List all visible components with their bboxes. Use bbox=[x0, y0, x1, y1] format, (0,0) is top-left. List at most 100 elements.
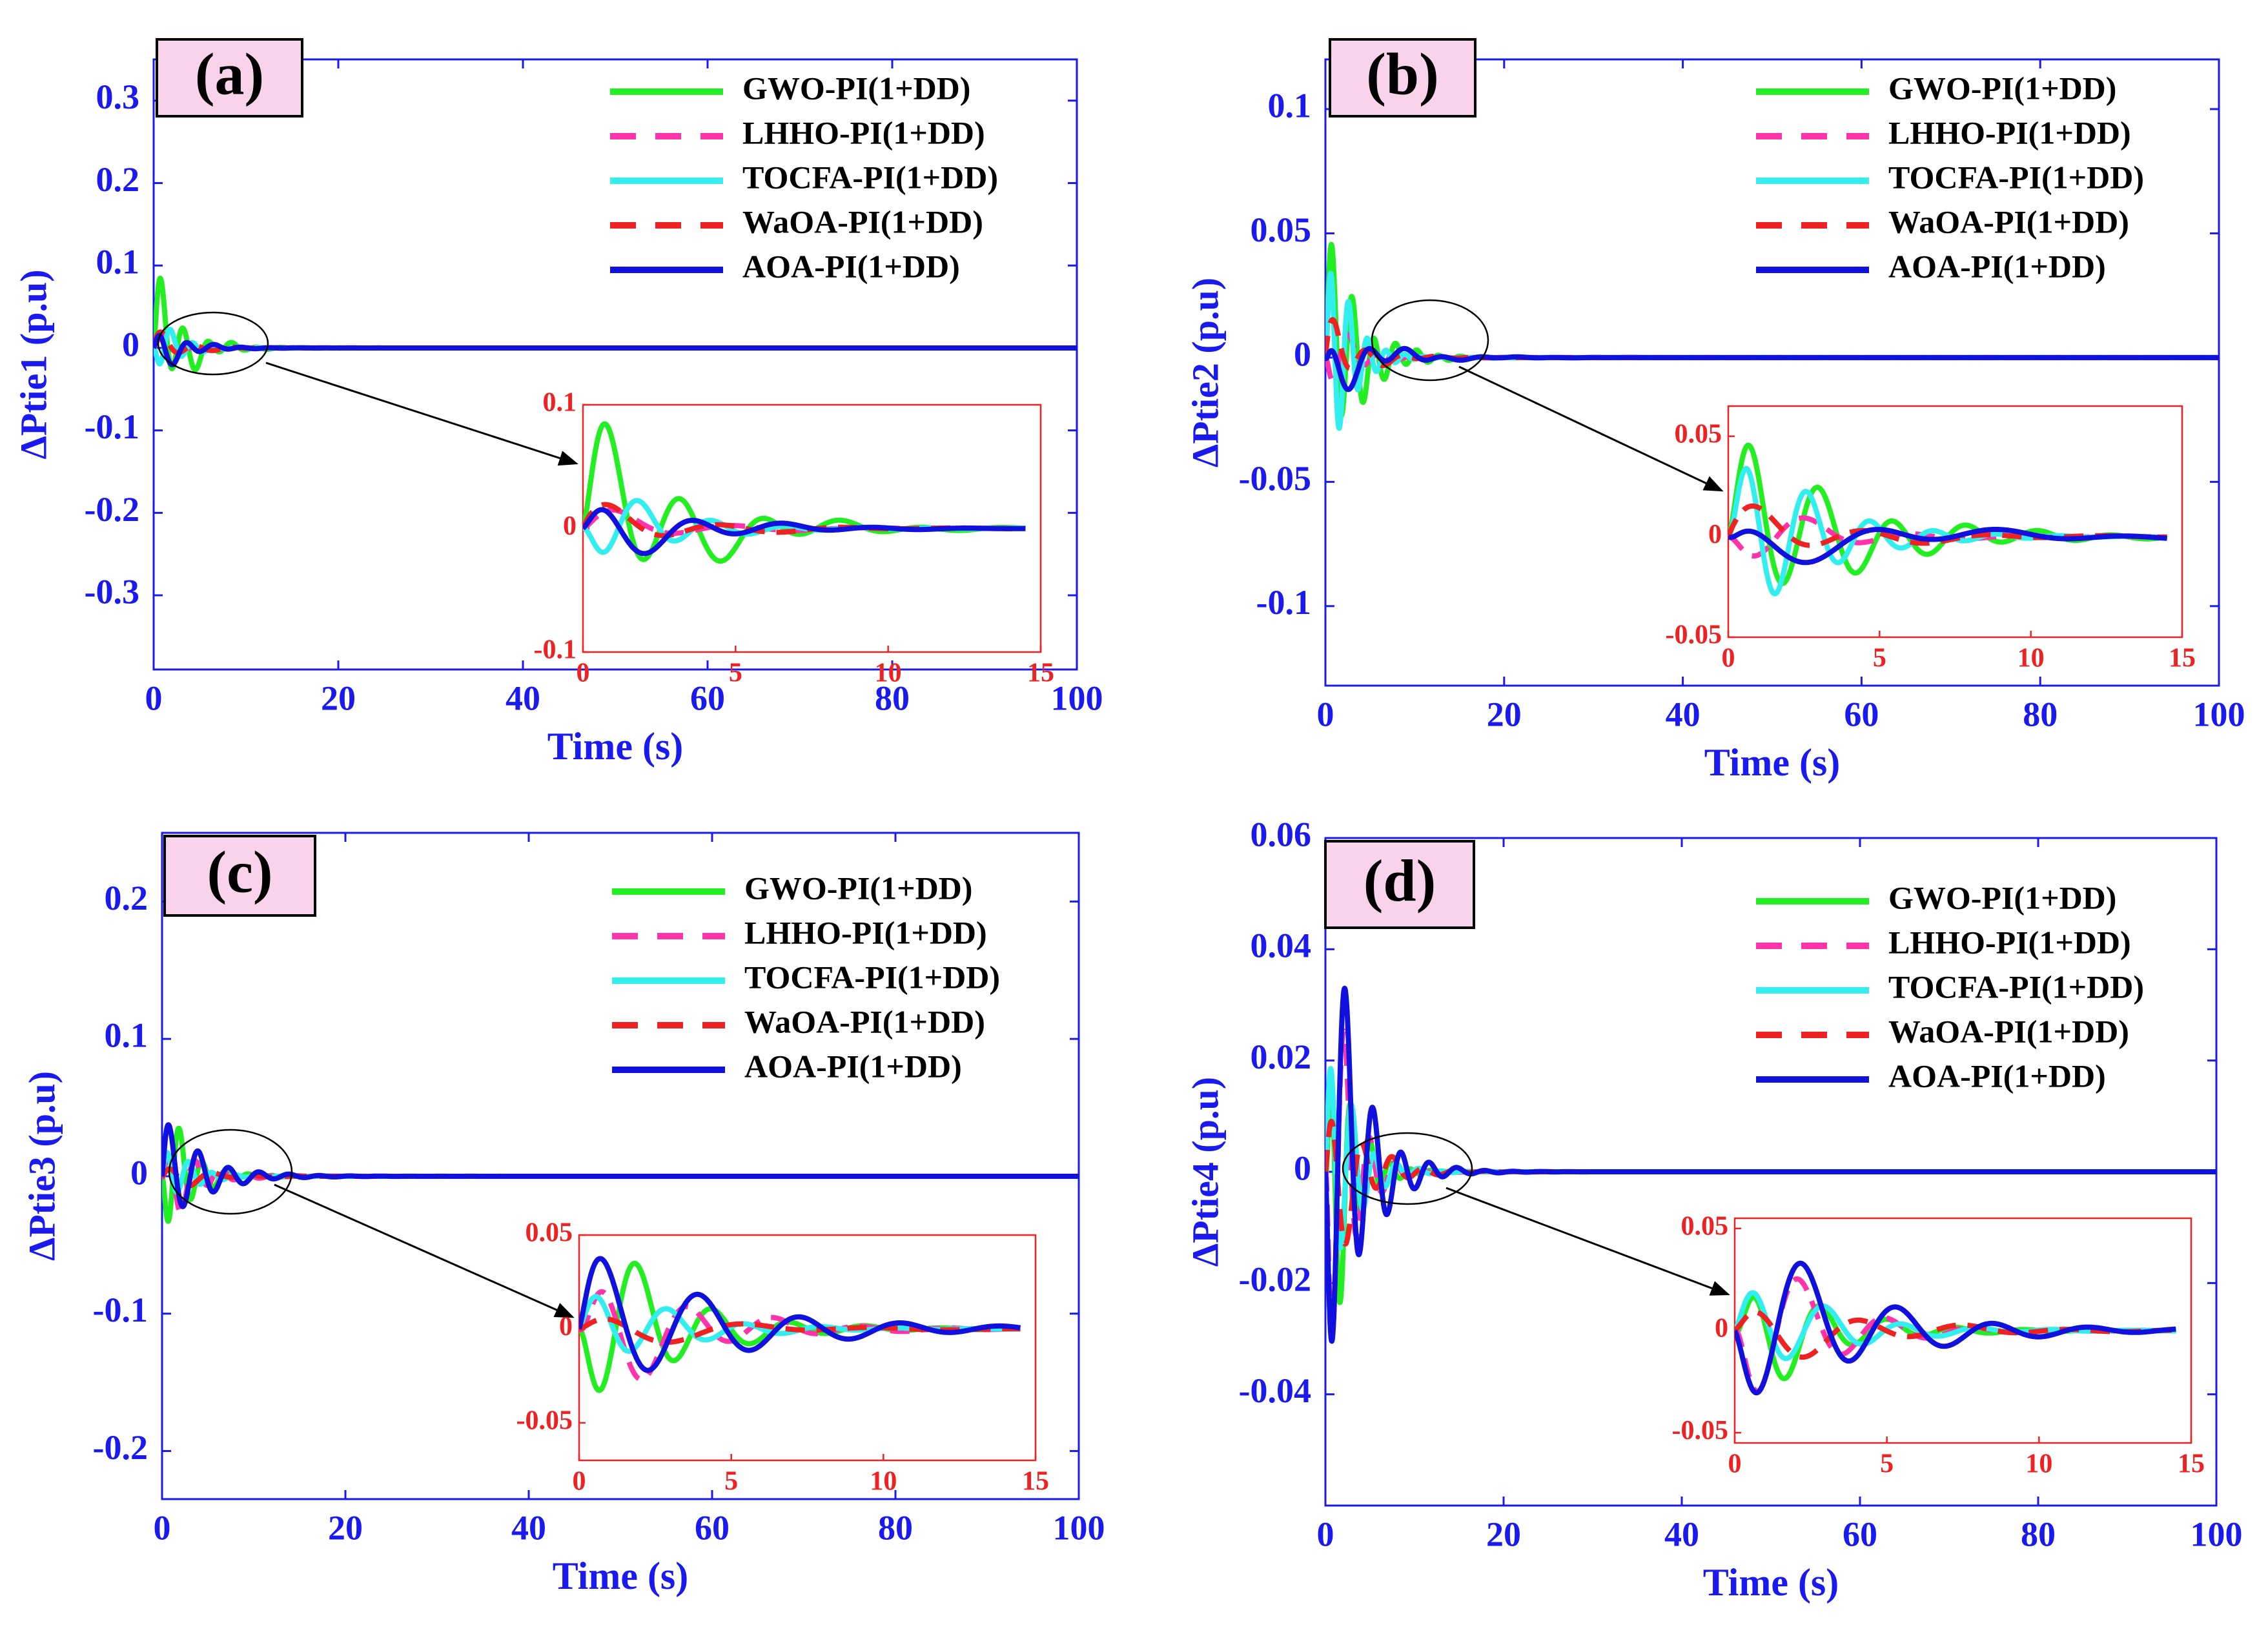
zoom-ellipse bbox=[157, 311, 269, 376]
legend-label: TOCFA-PI(1+DD) bbox=[1888, 968, 2144, 1005]
inset-y-tick-label: 0 bbox=[1715, 1314, 1728, 1344]
chart-panel-3: 0 20 40 60 80 100-0.04-0.0200.020.040.06Time … bbox=[1184, 815, 2242, 1603]
y-tick-label: -0.04 bbox=[1239, 1371, 1311, 1410]
y-tick-label: -0.2 bbox=[93, 1428, 148, 1467]
legend-label: GWO-PI(1+DD) bbox=[742, 70, 970, 106]
x-tick-label: 100 bbox=[1051, 679, 1103, 717]
y-tick-label: 0.1 bbox=[1268, 86, 1312, 125]
y-tick-label: -0.3 bbox=[85, 572, 139, 611]
inset-y-tick-label: 0 bbox=[563, 511, 577, 541]
x-axis-title: Time (s) bbox=[553, 1555, 689, 1597]
y-tick-label: 0.05 bbox=[1251, 210, 1312, 249]
y-tick-label: 0 bbox=[130, 1153, 148, 1192]
x-axis-title: Time (s) bbox=[547, 725, 684, 768]
x-tick-label: 60 bbox=[690, 679, 725, 717]
x-tick-label: 100 bbox=[1053, 1508, 1105, 1547]
inset-x-tick-label: 0 bbox=[577, 659, 590, 688]
y-axis-title: ΔPtie4 (p.u) bbox=[1184, 1077, 1226, 1267]
x-tick-label: 20 bbox=[321, 679, 356, 717]
inset-series-line-aoa bbox=[1728, 527, 2169, 566]
x-tick-label: 80 bbox=[875, 679, 910, 717]
inset-x-tick-label: 15 bbox=[2178, 1449, 2205, 1479]
inset-series-group bbox=[583, 421, 1028, 564]
series-line-aoa bbox=[1325, 985, 2216, 1344]
inset-y-tick-label: -0.05 bbox=[1672, 1416, 1729, 1446]
panel-label-box bbox=[163, 835, 316, 917]
zoom-arrow bbox=[1458, 365, 1724, 492]
x-tick-label: 0 bbox=[1317, 1515, 1334, 1553]
legend-label: GWO-PI(1+DD) bbox=[1888, 70, 2116, 106]
series-line-aoa bbox=[162, 1122, 1079, 1209]
legend-label: WaOA-PI(1+DD) bbox=[1888, 1013, 2129, 1049]
y-axis-title: ΔPtie2 (p.u) bbox=[1184, 278, 1226, 467]
panel-label-box bbox=[1324, 840, 1475, 929]
x-tick-label: 20 bbox=[1486, 1515, 1521, 1553]
inset-series-group bbox=[1728, 442, 2169, 597]
y-axis-title: ΔPtie1 (p.u) bbox=[12, 269, 54, 459]
y-tick-label: 0.06 bbox=[1251, 815, 1312, 853]
x-tick-label: 60 bbox=[1844, 695, 1879, 733]
legend-label: AOA-PI(1+DD) bbox=[744, 1048, 962, 1084]
y-tick-label: -0.02 bbox=[1239, 1260, 1311, 1299]
inset-x-tick-label: 15 bbox=[1022, 1467, 1049, 1497]
x-tick-label: 80 bbox=[878, 1508, 913, 1547]
inset-series-line-aoa bbox=[579, 1256, 1023, 1373]
y-tick-label: 0.1 bbox=[96, 243, 140, 281]
legend-label: WaOA-PI(1+DD) bbox=[744, 1003, 985, 1039]
inset-x-tick-label: 5 bbox=[729, 659, 742, 688]
inset-series-line-waoa bbox=[1735, 1309, 2178, 1360]
inset-y-tick-label: 0.05 bbox=[1675, 419, 1722, 449]
x-tick-label: 20 bbox=[1487, 695, 1522, 733]
x-tick-label: 40 bbox=[506, 679, 540, 717]
inset-y-tick-label: 0.1 bbox=[543, 388, 577, 418]
panel-label-box bbox=[156, 38, 303, 118]
series-line-aoa bbox=[1325, 345, 2219, 393]
inset-series-line-aoa bbox=[583, 507, 1028, 557]
inset-x-tick-label: 0 bbox=[1728, 1449, 1742, 1479]
y-tick-label: 0.3 bbox=[96, 77, 140, 116]
legend-label: TOCFA-PI(1+DD) bbox=[744, 959, 1000, 995]
inset-series-line-aoa bbox=[1735, 1260, 2178, 1396]
y-tick-label: 0 bbox=[1294, 334, 1311, 373]
inset-x-tick-label: 0 bbox=[573, 1467, 586, 1497]
x-tick-label: 80 bbox=[2023, 695, 2058, 733]
legend-label: WaOA-PI(1+DD) bbox=[1888, 203, 2129, 240]
x-tick-label: 40 bbox=[1666, 695, 1701, 733]
x-tick-label: 100 bbox=[2193, 695, 2245, 733]
legend-label: GWO-PI(1+DD) bbox=[744, 870, 972, 906]
inset-frame bbox=[578, 1234, 1037, 1462]
x-tick-label: 40 bbox=[511, 1508, 546, 1547]
legend-label: TOCFA-PI(1+DD) bbox=[742, 159, 998, 195]
inset-series-line-waoa bbox=[583, 502, 1028, 538]
inset-plot: 0 5 10 15-0.100.1 bbox=[534, 388, 1055, 688]
y-tick-label: -0.1 bbox=[1256, 583, 1311, 622]
y-tick-label: -0.1 bbox=[93, 1291, 148, 1329]
legend-label: GWO-PI(1+DD) bbox=[1888, 879, 2116, 915]
inset-x-tick-label: 5 bbox=[724, 1467, 738, 1497]
legend-label: LHHO-PI(1+DD) bbox=[742, 114, 985, 150]
legend-label: AOA-PI(1+DD) bbox=[1888, 1058, 2106, 1094]
legend-label: TOCFA-PI(1+DD) bbox=[1888, 159, 2144, 195]
legend-label: LHHO-PI(1+DD) bbox=[744, 914, 987, 950]
inset-x-tick-label: 0 bbox=[1722, 644, 1735, 673]
inset-series-group bbox=[1735, 1260, 2178, 1396]
inset-x-tick-label: 15 bbox=[1027, 659, 1054, 688]
inset-x-tick-label: 10 bbox=[875, 659, 902, 688]
series-line-aoa bbox=[154, 332, 1077, 367]
x-tick-label: 0 bbox=[145, 679, 163, 717]
x-tick-label: 100 bbox=[2191, 1515, 2243, 1553]
inset-y-tick-label: 0 bbox=[1708, 520, 1722, 549]
y-tick-label: -0.2 bbox=[85, 490, 139, 529]
inset-x-tick-label: 5 bbox=[1873, 644, 1886, 673]
series-group bbox=[154, 276, 1077, 373]
y-tick-label: 0.02 bbox=[1251, 1037, 1312, 1076]
inset-x-tick-label: 10 bbox=[2018, 644, 2045, 673]
x-tick-label: 0 bbox=[154, 1508, 171, 1547]
